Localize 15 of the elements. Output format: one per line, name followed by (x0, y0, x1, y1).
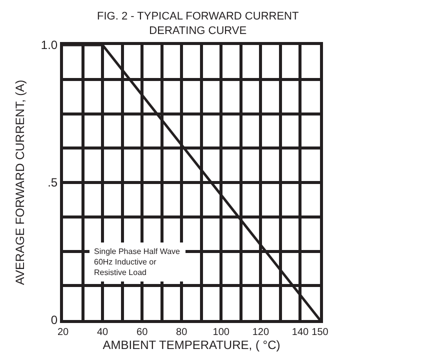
y-tick-label: 1.0 (40, 38, 58, 52)
x-tick-label: 60 (136, 327, 148, 338)
x-tick-label: 20 (57, 327, 69, 338)
y-axis-title: AVERAGE FORWARD CURRENT, (A) (13, 80, 28, 286)
x-tick-label: 150 (312, 327, 329, 338)
x-axis-title: AMBIENT TEMPERATURE, ( °C) (102, 338, 280, 352)
x-tick-label: 40 (96, 327, 109, 338)
y-tick-label: 0 (50, 313, 58, 328)
chart-title: FIG. 2 - TYPICAL FORWARD CURRENT DERATING CURVE (97, 10, 299, 37)
annotation: Single Phase Half Wave 60Hz Inductive or Resistive Load (94, 247, 181, 277)
x-tick-label: 100 (212, 327, 230, 338)
x-tick-label: 80 (176, 327, 188, 338)
x-tick-label: 140 (292, 327, 310, 338)
x-tick-label: 120 (252, 327, 270, 338)
y-tick-label: .5 (48, 176, 58, 190)
